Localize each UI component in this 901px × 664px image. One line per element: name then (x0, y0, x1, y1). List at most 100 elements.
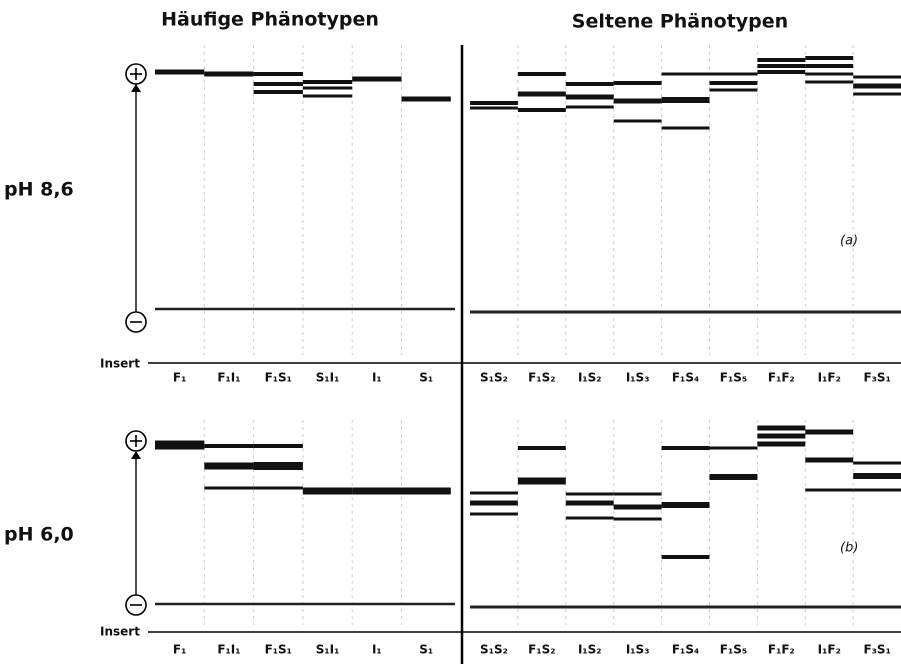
panel-tag: (b) (840, 541, 858, 556)
lane-label: F₁S₅ (720, 643, 747, 657)
band (302, 86, 353, 90)
band (352, 487, 402, 495)
band (853, 83, 901, 89)
band (204, 486, 254, 490)
band (253, 82, 303, 86)
band (757, 58, 806, 62)
arrow-head (131, 451, 141, 459)
band (805, 72, 854, 76)
lane-label: F₁I₁ (217, 371, 240, 385)
band (401, 96, 451, 102)
band (253, 462, 303, 470)
band (565, 82, 614, 86)
lane-label: I₁S₃ (626, 643, 650, 657)
lane-label: S₁I₁ (316, 371, 340, 385)
band (253, 486, 303, 490)
lane-label: S₁S₂ (480, 371, 508, 385)
band (613, 98, 662, 104)
insert-label: Insert (100, 625, 140, 639)
panel-tag: (a) (840, 234, 858, 249)
band (853, 75, 901, 79)
band (401, 487, 451, 495)
lane-label: S₁S₂ (480, 643, 508, 657)
lane-label: F₁F₂ (768, 643, 795, 657)
lane-label: I₁S₃ (626, 371, 650, 385)
band (565, 105, 614, 109)
band (470, 512, 518, 516)
insert-label: Insert (100, 357, 140, 371)
band (661, 502, 710, 508)
band (470, 500, 518, 506)
band (661, 555, 710, 559)
band (805, 429, 854, 435)
lane-label: F₁I₁ (217, 643, 240, 657)
band (709, 474, 758, 480)
band (155, 440, 205, 450)
band (661, 446, 710, 450)
band (613, 119, 662, 123)
lane-label: F₁S₁ (265, 643, 292, 657)
band (853, 92, 901, 96)
lane-label: I₁ (372, 371, 382, 385)
band (302, 487, 353, 495)
band (204, 462, 254, 470)
band (253, 72, 303, 76)
band (517, 91, 566, 97)
band (757, 441, 806, 447)
lane-label: I₁F₂ (818, 371, 841, 385)
lane-label: F₁S₂ (528, 643, 555, 657)
band (613, 504, 662, 510)
band (853, 488, 901, 492)
band (661, 126, 710, 130)
band (613, 81, 662, 85)
band (253, 444, 303, 448)
lane-label: S₁ (419, 371, 433, 385)
band (613, 517, 662, 521)
lane-label: F₁S₄ (672, 643, 699, 657)
lane-label: F₁S₅ (720, 371, 747, 385)
band (805, 457, 854, 463)
band (805, 56, 854, 60)
lane-label: S₁ (419, 643, 433, 657)
band (709, 81, 758, 85)
lane-label: S₁I₁ (316, 643, 340, 657)
band (757, 433, 806, 439)
lane-label: I₁F₂ (818, 643, 841, 657)
band (470, 101, 518, 105)
band (352, 76, 402, 82)
band (709, 88, 758, 92)
band (155, 69, 205, 75)
band (565, 492, 614, 496)
band (204, 444, 254, 448)
arrow-head (131, 84, 141, 92)
lane-label: I₁ (372, 643, 382, 657)
rare-heading: Seltene Phänotypen (572, 11, 788, 33)
band (565, 516, 614, 520)
band (253, 90, 303, 94)
common-heading: Häufige Phänotypen (161, 9, 379, 31)
ph-label: pH 8,6 (4, 179, 74, 201)
band (565, 500, 614, 506)
band (565, 94, 614, 100)
lane-label: F₁F₂ (768, 371, 795, 385)
band (757, 70, 806, 74)
lane-label: F₃S₁ (863, 643, 890, 657)
lane-label: F₁ (173, 643, 186, 657)
lane-label: F₁S₁ (265, 371, 292, 385)
band (517, 477, 566, 485)
band (470, 491, 518, 495)
lane-label: I₁S₂ (578, 643, 602, 657)
lane-label: F₁S₄ (672, 371, 699, 385)
ph-label: pH 6,0 (4, 524, 74, 546)
band (470, 106, 518, 110)
band (853, 473, 901, 479)
band (661, 72, 710, 76)
band (517, 446, 566, 450)
lane-label: F₁ (173, 371, 186, 385)
band (709, 446, 758, 450)
band (204, 71, 254, 77)
band (805, 80, 854, 84)
lane-label: I₁S₂ (578, 371, 602, 385)
